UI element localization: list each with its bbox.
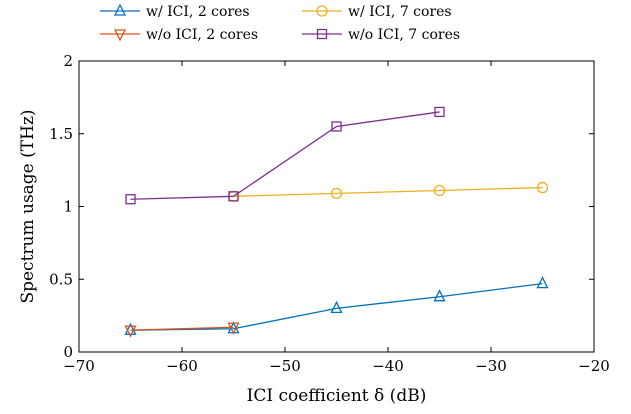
legend-label: w/o ICI, 2 cores bbox=[146, 27, 258, 43]
x-axis-label: ICI coefficient δ (dB) bbox=[247, 386, 427, 406]
series-3 bbox=[125, 106, 445, 205]
legend-swatch-marker bbox=[316, 28, 328, 40]
legend-entry: w/ ICI, 2 cores bbox=[100, 3, 250, 20]
data-point bbox=[227, 322, 240, 335]
series-line bbox=[233, 186, 543, 197]
legend-label: w/ ICI, 2 cores bbox=[146, 4, 250, 20]
legend-label: w/o ICI, 7 cores bbox=[348, 27, 460, 43]
series-group bbox=[124, 106, 549, 338]
legend-swatch-marker bbox=[113, 3, 127, 16]
y-tick-label: 1.5 bbox=[49, 125, 73, 143]
series-line bbox=[130, 282, 543, 331]
series-2 bbox=[124, 322, 240, 338]
plot-area bbox=[78, 60, 595, 353]
series-1 bbox=[227, 181, 549, 202]
data-point bbox=[433, 184, 446, 197]
y-tick-label: 1 bbox=[63, 198, 73, 216]
x-tick-label: −50 bbox=[269, 357, 301, 375]
data-point bbox=[434, 106, 445, 118]
data-point bbox=[330, 187, 343, 200]
y-tick-label: 0.5 bbox=[49, 270, 73, 288]
series-0 bbox=[124, 276, 549, 335]
data-point bbox=[536, 181, 549, 194]
legend-entry: w/ ICI, 7 cores bbox=[302, 4, 452, 20]
data-point bbox=[330, 300, 343, 314]
x-tick-label: −40 bbox=[372, 357, 404, 375]
data-point bbox=[124, 322, 137, 335]
data-point bbox=[125, 194, 136, 205]
x-tick-label: −60 bbox=[166, 357, 198, 375]
legend-entry: w/o ICI, 2 cores bbox=[100, 27, 258, 43]
legend-entry: w/o ICI, 7 cores bbox=[302, 27, 460, 43]
y-tick-label: 2 bbox=[63, 52, 73, 70]
x-tick-label: −70 bbox=[63, 357, 95, 375]
data-point bbox=[124, 325, 137, 338]
series-line bbox=[130, 111, 440, 200]
y-axis-label: Spectrum usage (THz) bbox=[18, 109, 38, 303]
x-tick-label: −20 bbox=[578, 357, 610, 375]
x-tick-label: −30 bbox=[475, 357, 507, 375]
data-point bbox=[536, 276, 549, 289]
legend-swatch-marker bbox=[113, 29, 127, 42]
axis-ticks bbox=[78, 60, 595, 353]
data-point bbox=[228, 191, 239, 202]
series-line bbox=[130, 326, 234, 331]
data-point bbox=[433, 289, 446, 302]
legend-swatch-marker bbox=[316, 5, 328, 17]
y-tick-label: 0 bbox=[63, 343, 73, 361]
data-point bbox=[331, 121, 342, 132]
legend-label: w/ ICI, 7 cores bbox=[348, 4, 452, 20]
tick-labels: −70 −60 −50 −40 −30 −20 0 0.5 1 1.5 2 bbox=[49, 52, 610, 375]
legend: w/ ICI, 2 cores w/ ICI, 7 cores w/o ICI, 2… bbox=[100, 3, 460, 43]
